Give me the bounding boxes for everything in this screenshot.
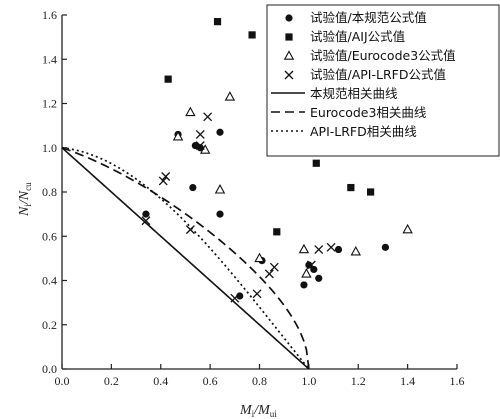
legend-label: 试验值/Eurocode3公式值 [310,48,456,63]
x-tick-label: 1.4 [400,374,415,388]
legend-label: 试验值/本规范公式值 [310,10,427,25]
marker-filled-circle [189,183,197,192]
marker-cross [161,172,171,181]
y-tick-label: 0.8 [42,185,57,199]
axes: 0.0 0.2 0.4 0.6 0.8 1.0 1.2 1.4 1.6 0.0 0.2 0.4 0.6 0… [42,8,465,388]
x-tick-label: 1.2 [351,374,366,388]
marker-cross [306,260,316,270]
legend-item: 本规范相关曲线 [271,86,398,101]
marker-filled-circle [216,210,224,218]
y-axis-label: Ni/Ncu [17,182,33,217]
marker-filled-circle [142,210,150,218]
marker-filled-circle [334,245,343,254]
marker-cross [203,112,213,122]
marker-cross [269,262,279,272]
y-tick-label: 0.0 [42,362,57,376]
marker-filled-circle [310,265,318,274]
marker-open-triangle [185,106,196,117]
marker-cross [195,130,205,139]
legend-marker-filled-square [285,33,293,41]
y-tick-label: 1.0 [42,141,57,155]
y-tick-label: 0.4 [42,274,57,288]
marker-filled-circle [216,128,224,136]
marker-filled-circle [305,261,313,269]
marker-open-triangle [172,130,184,141]
legend-item: 试验值/AIJ公式值 [285,29,405,44]
marker-open-triangle [402,223,413,234]
y-tick-label: 0.6 [42,229,57,243]
marker-open-triangle [301,268,312,278]
x-tick-label: 0.8 [252,374,267,388]
marker-cross [264,269,274,279]
legend-item: 试验值/API-LRFD公式值 [284,67,446,82]
marker-cross [185,225,195,235]
legend-marker-open-triangle [283,50,295,60]
marker-filled-square [213,18,222,26]
marker-cross [314,245,324,254]
legend-box [266,4,500,157]
marker-filled-circle [315,274,323,282]
x-tick-label: 0.4 [153,374,168,388]
legend-label: Eurocode3相关曲线 [310,105,427,120]
y-tick-label: 1.4 [42,52,57,66]
y-tick-label: 1.6 [42,8,57,22]
correlation-curves [61,146,310,370]
legend-item: API-LRFD相关曲线 [271,124,417,139]
curve-linear [61,147,310,370]
legend-item: 试验值/Eurocode3公式值 [283,48,456,63]
x-tick-label: 0.2 [104,374,119,388]
legend-marker-cross [284,70,294,80]
marker-cross [326,242,336,252]
marker-cross [158,176,168,186]
marker-filled-square [366,188,375,196]
marker-open-triangle [199,144,211,154]
data-markers [141,18,413,303]
marker-filled-square [312,159,320,167]
legend-item: 试验值/本规范公式值 [285,10,427,25]
x-axis-label: Mi/Mui [239,403,277,419]
y-tick-label: 1.2 [42,97,57,111]
marker-filled-square [273,228,281,236]
marker-open-triangle [350,245,362,256]
marker-filled-circle [196,144,204,152]
x-tick-label: 1.6 [450,374,465,388]
x-tick-label: 0.6 [203,374,218,388]
marker-filled-circle [300,281,308,289]
marker-cross [230,293,240,303]
marker-cross [141,216,151,226]
curve-cosine [61,146,310,370]
curve-eurocode [61,146,310,370]
marker-cross [252,289,262,299]
marker-filled-square [248,31,256,39]
x-tick-label: 1.0 [301,374,316,388]
y-tick-label: 0.2 [42,318,57,332]
legend-label: 试验值/API-LRFD公式值 [310,67,446,82]
x-tick-label: 0.0 [55,374,70,388]
marker-open-triangle [254,252,265,263]
legend-label: 试验值/AIJ公式值 [310,29,405,44]
marker-filled-square [347,183,355,192]
marker-filled-circle [381,243,390,251]
legend-item: Eurocode3相关曲线 [271,105,427,120]
legend-label: API-LRFD相关曲线 [310,124,417,139]
marker-cross [195,141,205,150]
marker-open-triangle [224,91,236,101]
legend-label: 本规范相关曲线 [310,86,398,101]
marker-filled-square [164,75,172,83]
marker-open-triangle [298,243,310,254]
marker-open-triangle [214,184,226,194]
legend: 试验值/本规范公式值试验值/AIJ公式值试验值/Eurocode3公式值试验值/… [266,4,500,157]
legend-marker-filled-circle [285,14,293,22]
